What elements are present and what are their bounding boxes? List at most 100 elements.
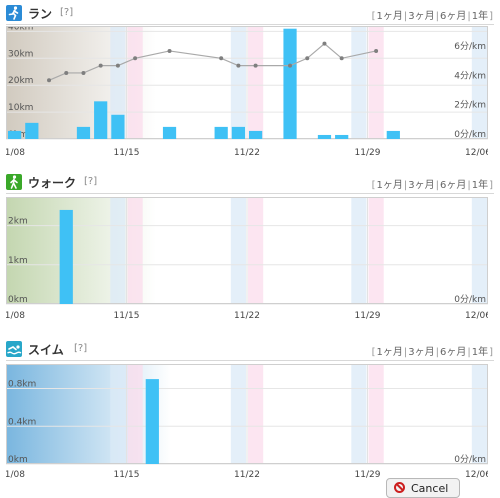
run-help-link[interactable]: [?] (60, 7, 74, 18)
x-tick-label: 11/22 (234, 148, 260, 158)
y-right-tick-label: 0分/km (454, 454, 486, 465)
run-range-6m[interactable]: 6ヶ月 (439, 11, 467, 22)
bar[interactable] (145, 379, 159, 464)
pace-point[interactable] (47, 78, 52, 83)
saturday-band (471, 197, 487, 304)
y-left-tick-label: 0km (8, 295, 28, 305)
pace-point[interactable] (167, 48, 172, 53)
swim-panel: スイム [?] [1ヶ月|3ヶ月|6ヶ月|1年] 0km 0.4km 0.8km 11… (0, 340, 500, 480)
plot-frame (6, 364, 488, 464)
cancel-button-label: Cancel (411, 482, 449, 495)
walk-range-3m[interactable]: 3ヶ月 (408, 180, 435, 191)
sunday-band (248, 197, 264, 304)
bar[interactable] (214, 126, 228, 139)
sunday-band (248, 26, 264, 139)
swim-chart: 0km 0.4km 0.8km 11/08 11/15 11/22 11/29 12/06 0分… (0, 362, 500, 480)
x-tick-label: 11/15 (114, 470, 140, 480)
swim-range-6m[interactable]: 6ヶ月 (439, 347, 467, 358)
saturday-band (230, 197, 246, 304)
pace-point[interactable] (322, 41, 327, 46)
run-range-1m[interactable]: 1ヶ月 (376, 11, 403, 22)
swim-help-link[interactable]: [?] (74, 343, 88, 354)
sunday-band (368, 364, 384, 464)
sunday-band (248, 364, 264, 464)
walk-chart-svg: 0km 1km 2km 11/08 11/15 11/22 11/29 12/06 0分/km (0, 197, 500, 321)
x-tick-label: 12/06 (465, 148, 488, 158)
y-left-tick-label: 20km (8, 76, 33, 86)
run-range-1y[interactable]: 1年 (471, 11, 489, 22)
bar[interactable] (249, 130, 263, 139)
bar[interactable] (8, 130, 22, 139)
pace-point[interactable] (98, 63, 103, 68)
x-tick-label: 11/15 (114, 311, 140, 321)
pace-point[interactable] (133, 56, 138, 61)
y-right-tick-label: 4分/km (454, 70, 486, 81)
sunday-band (127, 364, 143, 464)
pace-point[interactable] (236, 63, 241, 68)
y-right-tick-label: 0分/km (454, 294, 486, 305)
swim-panel-header: スイム [?] [1ヶ月|3ヶ月|6ヶ月|1年] (6, 340, 494, 361)
swimmer-icon (6, 341, 22, 357)
y-left-tick-label: 30km (8, 49, 33, 59)
bar[interactable] (76, 126, 91, 139)
run-panel: ラン [?] [1ヶ月|3ヶ月|6ヶ月|1年] 0km10km20km30km4… (0, 4, 500, 162)
saturday-band (110, 364, 126, 464)
y-left-tick-label: 0.8km (8, 380, 36, 390)
walk-range-1y[interactable]: 1年 (471, 180, 489, 191)
bar[interactable] (162, 126, 177, 139)
y-right-tick-label: 0分/km (454, 129, 486, 140)
sunday-band (368, 26, 384, 139)
run-chart: 0km10km20km30km40km11/0811/1511/2211/291… (0, 22, 500, 158)
y-left-tick-label: 40km (8, 26, 33, 32)
bar[interactable] (283, 28, 297, 139)
bar[interactable] (386, 130, 400, 139)
bar[interactable] (59, 209, 73, 304)
bar[interactable] (111, 114, 125, 139)
pace-point[interactable] (253, 63, 258, 68)
x-tick-label: 11/08 (6, 148, 25, 158)
sunday-band (127, 26, 143, 139)
y-left-tick-label: 0km (8, 455, 28, 465)
saturday-band (351, 364, 367, 464)
x-tick-label: 11/08 (6, 470, 25, 480)
pace-point[interactable] (288, 63, 293, 68)
run-chart-svg: 0km10km20km30km40km11/0811/1511/2211/291… (0, 22, 500, 158)
swim-range-selector: [1ヶ月|3ヶ月|6ヶ月|1年] (371, 347, 493, 358)
pace-point[interactable] (219, 56, 224, 61)
pace-point[interactable] (115, 63, 120, 68)
pace-point[interactable] (81, 70, 86, 75)
pace-point[interactable] (339, 56, 344, 61)
x-tick-label: 11/08 (6, 311, 25, 321)
walk-chart: 0km 1km 2km 11/08 11/15 11/22 11/29 12/06 0分/km (0, 195, 500, 321)
walk-panel-header: ウォーク [?] [1ヶ月|3ヶ月|6ヶ月|1年] (6, 173, 494, 194)
run-panel-header: ラン [?] [1ヶ月|3ヶ月|6ヶ月|1年] (6, 4, 494, 25)
bar[interactable] (317, 134, 332, 139)
y-right-tick-label: 6分/km (454, 41, 486, 52)
bar[interactable] (25, 122, 39, 139)
cancel-button[interactable]: Cancel (386, 478, 460, 498)
bar[interactable] (335, 134, 349, 139)
y-left-tick-label: 10km (8, 103, 33, 113)
pace-point[interactable] (64, 70, 69, 75)
saturday-band (471, 26, 487, 139)
y-left-tick-label: 2km (8, 217, 28, 227)
run-range-selector: [1ヶ月|3ヶ月|6ヶ月|1年] (371, 11, 493, 22)
x-tick-label: 11/15 (114, 148, 140, 158)
saturday-band (230, 26, 246, 139)
walk-range-6m[interactable]: 6ヶ月 (439, 180, 467, 191)
cancel-icon (394, 482, 405, 493)
run-range-3m[interactable]: 3ヶ月 (408, 11, 435, 22)
swim-range-3m[interactable]: 3ヶ月 (408, 347, 435, 358)
walk-range-1m[interactable]: 1ヶ月 (376, 180, 403, 191)
bar[interactable] (94, 101, 108, 139)
walk-range-selector: [1ヶ月|3ヶ月|6ヶ月|1年] (371, 180, 493, 191)
pace-point[interactable] (374, 48, 379, 53)
bar[interactable] (231, 126, 245, 139)
x-tick-label: 12/06 (465, 311, 488, 321)
swim-chart-svg: 0km 0.4km 0.8km 11/08 11/15 11/22 11/29 12/06 0分… (0, 364, 500, 480)
swim-range-1y[interactable]: 1年 (471, 347, 489, 358)
x-tick-label: 11/29 (355, 311, 381, 321)
walk-help-link[interactable]: [?] (84, 176, 98, 187)
pace-point[interactable] (305, 56, 310, 61)
swim-range-1m[interactable]: 1ヶ月 (376, 347, 403, 358)
